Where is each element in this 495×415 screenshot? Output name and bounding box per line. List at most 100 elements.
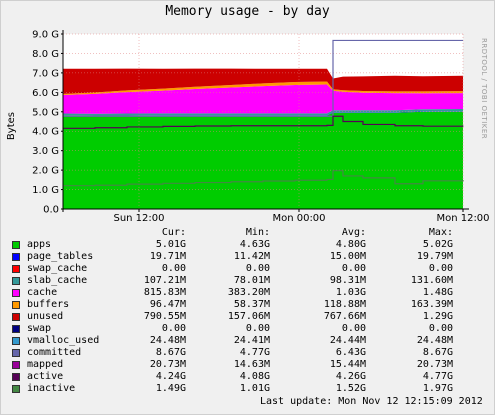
legend-row-cache: cache 815.83M 383.20M 1.03G 1.48G bbox=[12, 287, 486, 299]
legend-min-value: 14.63M bbox=[233, 359, 270, 370]
legend-min-value: 4.63G bbox=[239, 239, 270, 250]
legend-label: committed bbox=[27, 347, 82, 358]
legend-min-value: 157.06M bbox=[227, 311, 270, 322]
legend-swatch bbox=[12, 289, 20, 297]
legend-swatch bbox=[12, 253, 20, 261]
legend-swatch bbox=[12, 337, 20, 345]
legend-max-value: 0.00 bbox=[428, 323, 453, 334]
legend-max-value: 20.73M bbox=[416, 359, 453, 370]
y-tick-label: 1.0 G bbox=[32, 185, 59, 196]
legend-label: mapped bbox=[27, 359, 64, 370]
legend-avg-value: 15.00M bbox=[329, 251, 366, 262]
y-tick-label: 6.0 G bbox=[32, 88, 59, 99]
legend-max-value: 8.67G bbox=[422, 347, 453, 358]
legend-avg-value: 1.52G bbox=[335, 383, 366, 394]
area-buffers bbox=[63, 81, 463, 96]
legend-label: vmalloc_used bbox=[27, 335, 100, 346]
axes: 0.0 1.0 G 2.0 G 3.0 G 4.0 G 5.0 G 6.0 G 7.0 G 8.… bbox=[32, 30, 489, 225]
y-tick-label: 8.0 G bbox=[32, 49, 59, 60]
legend-cur-value: 5.01G bbox=[155, 239, 186, 250]
legend-avg-value: 15.44M bbox=[329, 359, 366, 370]
legend-label: unused bbox=[27, 311, 64, 322]
legend-label: swap_cache bbox=[27, 263, 88, 274]
legend-cur-value: 8.67G bbox=[155, 347, 186, 358]
x-tick-label: Mon 00:00 bbox=[272, 213, 325, 224]
legend-row-buffers: buffers 96.47M 58.37M 118.88M 163.39M bbox=[12, 299, 486, 311]
legend-swatch bbox=[12, 361, 20, 369]
x-tick-label: Mon 12:00 bbox=[436, 213, 489, 224]
legend-cur-value: 24.48M bbox=[149, 335, 186, 346]
legend-row-vmalloc-used: vmalloc_used 24.48M 24.41M 24.44M 24.48M bbox=[12, 335, 486, 347]
legend-label: page_tables bbox=[27, 251, 94, 262]
legend-avg-value: 98.31M bbox=[329, 275, 366, 286]
legend-swatch bbox=[12, 385, 20, 393]
area-cache bbox=[63, 84, 463, 114]
legend-cur-value: 96.47M bbox=[149, 299, 186, 310]
legend-cur-value: 4.24G bbox=[155, 371, 186, 382]
legend-swatch bbox=[12, 373, 20, 381]
line-series bbox=[63, 39, 464, 187]
legend-swatch bbox=[12, 277, 20, 285]
y-tick-label: 4.0 G bbox=[32, 127, 59, 138]
legend-avg-value: 118.88M bbox=[323, 299, 366, 310]
legend-label: buffers bbox=[27, 299, 70, 310]
legend-min-value: 24.41M bbox=[233, 335, 270, 346]
legend-min-value: 4.08G bbox=[239, 371, 270, 382]
y-tick-label: 0.0 bbox=[43, 205, 59, 216]
legend-row-swap: swap 0.00 0.00 0.00 0.00 bbox=[12, 323, 486, 335]
y-tick-label: 2.0 G bbox=[32, 166, 59, 177]
grid-lines bbox=[63, 33, 464, 209]
legend-swatch bbox=[12, 325, 20, 333]
chart-title: Memory usage - by day bbox=[165, 4, 330, 19]
legend-swatch bbox=[12, 349, 20, 357]
legend-cur-value: 107.21M bbox=[143, 275, 186, 286]
area-unused bbox=[63, 68, 463, 94]
legend-avg-value: 767.66M bbox=[323, 311, 366, 322]
legend-cur-value: 20.73M bbox=[149, 359, 186, 370]
memory-chart: 0.0 1.0 G 2.0 G 3.0 G 4.0 G 5.0 G 6.0 G 7.0 G 8.… bbox=[32, 30, 489, 225]
legend-avg-value: 0.00 bbox=[341, 263, 366, 274]
legend-label: active bbox=[27, 371, 64, 382]
legend-min-value: 78.01M bbox=[233, 275, 270, 286]
y-tick-label: 7.0 G bbox=[32, 68, 59, 79]
legend-swatch bbox=[12, 265, 20, 273]
legend-row-slab-cache: slab_cache 107.21M 78.01M 98.31M 131.60M bbox=[12, 275, 486, 287]
line-active bbox=[63, 115, 464, 129]
legend-swatch bbox=[12, 313, 20, 321]
header-max: Max: bbox=[428, 227, 453, 238]
legend-row-committed: committed 8.67G 4.77G 6.43G 8.67G bbox=[12, 347, 486, 359]
legend-avg-value: 24.44M bbox=[329, 335, 366, 346]
legend-avg-value: 1.03G bbox=[335, 287, 366, 298]
legend-row-page-tables: page_tables 19.71M 11.42M 15.00M 19.79M bbox=[12, 251, 486, 263]
legend-avg-value: 4.80G bbox=[335, 239, 366, 250]
legend-max-value: 1.48G bbox=[422, 287, 453, 298]
legend-row-apps: apps 5.01G 4.63G 4.80G 5.02G bbox=[12, 239, 486, 251]
legend-label: inactive bbox=[27, 383, 76, 394]
header-cur: Cur: bbox=[161, 227, 186, 238]
y-tick-label: 9.0 G bbox=[32, 30, 59, 41]
legend-min-value: 58.37M bbox=[233, 299, 270, 310]
legend-max-value: 1.29G bbox=[422, 311, 453, 322]
legend-min-value: 11.42M bbox=[233, 251, 270, 262]
legend-max-value: 19.79M bbox=[416, 251, 453, 262]
legend-max-value: 5.02G bbox=[422, 239, 453, 250]
x-tick-label: Sun 12:00 bbox=[113, 213, 164, 224]
legend-label: cache bbox=[27, 287, 58, 298]
legend-min-value: 0.00 bbox=[245, 323, 270, 334]
legend-label: swap bbox=[27, 323, 52, 334]
rrdtool-credit: RRDTOOL / TOBI OETIKER bbox=[480, 38, 488, 140]
legend-row-inactive: inactive 1.49G 1.01G 1.52G 1.97G bbox=[12, 383, 486, 395]
legend-max-value: 163.39M bbox=[410, 299, 453, 310]
legend-max-value: 1.97G bbox=[422, 383, 453, 394]
header-avg: Avg: bbox=[341, 227, 366, 238]
legend-avg-value: 4.26G bbox=[335, 371, 366, 382]
line-committed bbox=[63, 39, 463, 117]
legend-row-swap-cache: swap_cache 0.00 0.00 0.00 0.00 bbox=[12, 263, 486, 275]
legend-max-value: 0.00 bbox=[428, 263, 453, 274]
legend-min-value: 0.00 bbox=[245, 263, 270, 274]
legend: Cur: Min: Avg: Max: apps 5.01G 4.63G 4.80G 5… bbox=[12, 227, 486, 395]
legend-max-value: 24.48M bbox=[416, 335, 453, 346]
legend-swatch bbox=[12, 241, 20, 249]
legend-row-mapped: mapped 20.73M 14.63M 15.44M 20.73M bbox=[12, 359, 486, 371]
legend-cur-value: 815.83M bbox=[143, 287, 186, 298]
